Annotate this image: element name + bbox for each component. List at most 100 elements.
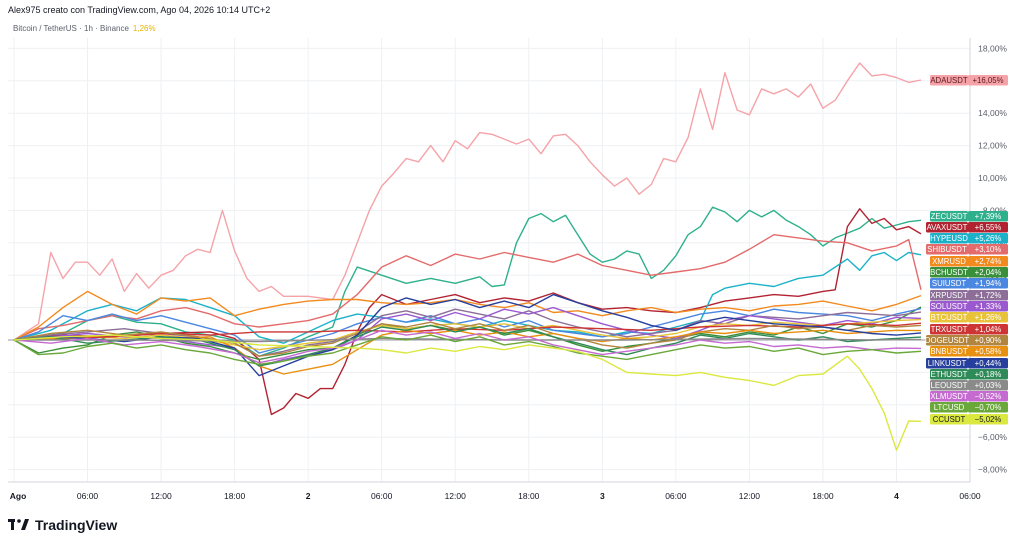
series-name-badge: [930, 233, 968, 244]
chart-header: Alex975 creato con TradingView.com, Ago …: [8, 5, 271, 15]
series-name-label: LINKUSDT: [928, 359, 967, 368]
y-tick-label: 10,00%: [978, 173, 1007, 183]
series-line-ccusdt: [13, 334, 922, 451]
series-value-badge: [968, 312, 1008, 323]
series-value-badge: [968, 414, 1008, 425]
x-tick-label: 12:00: [445, 491, 467, 501]
x-tick-label: 18:00: [518, 491, 540, 501]
series-value-label: +1,33%: [975, 302, 1002, 311]
series-lines: [13, 62, 922, 451]
series-name-label: ADAUSDT: [930, 76, 967, 85]
series-value-badge: [968, 290, 1008, 301]
series-value-badge: [968, 256, 1008, 267]
symbol-name: Bitcoin / TetherUS · 1h · Binance: [13, 24, 129, 33]
series-value-badge: [968, 346, 1008, 357]
series-value-label: +2,04%: [975, 268, 1002, 277]
series-value-label: +1,72%: [975, 291, 1002, 300]
series-value-label: +2,74%: [975, 257, 1002, 266]
x-tick-label: Ago: [10, 491, 27, 501]
series-name-badge: [926, 222, 968, 233]
series-name-badge: [930, 380, 968, 391]
series-name-badge: [930, 267, 968, 278]
series-name-label: XMRUSD: [932, 257, 966, 266]
series-value-badge: [968, 380, 1008, 391]
series-value-label: +1,04%: [975, 325, 1002, 334]
series-line-adausdt: [13, 62, 922, 341]
x-tick-label: 2: [306, 491, 311, 501]
series-line-linkusdt: [13, 293, 922, 377]
series-name-label: CCUSDT: [933, 415, 966, 424]
series-value-badge: [968, 222, 1008, 233]
x-tick-label: 06:00: [959, 491, 981, 501]
series-name-badge: [930, 324, 968, 335]
series-name-badge: [926, 358, 968, 369]
series-value-badge: [968, 233, 1008, 244]
x-tick-label: 12:00: [739, 491, 761, 501]
series-value-label: +0,03%: [975, 381, 1002, 390]
series-name-badge: [930, 369, 968, 380]
x-tick-label: 18:00: [812, 491, 834, 501]
series-value-label: +1,26%: [975, 313, 1002, 322]
series-value-badge: [968, 278, 1008, 289]
series-line-shibusdt: [13, 234, 922, 341]
series-value-label: +16,05%: [973, 76, 1004, 85]
x-tick-label: 18:00: [224, 491, 246, 501]
series-value-badge: [968, 211, 1008, 222]
series-name-label: LEOUSDT: [931, 381, 968, 390]
series-name-label: SOLUSDT: [931, 302, 968, 311]
series-value-badge: [968, 324, 1008, 335]
series-name-badge: [926, 244, 968, 255]
series-name-label: DOGEUSDT: [925, 336, 969, 345]
series-value-label: +5,26%: [975, 234, 1002, 243]
tradingview-logo[interactable]: TradingView: [8, 517, 117, 533]
series-name-label: LTCUSD: [934, 403, 965, 412]
series-name-label: XLMUSDT: [930, 392, 967, 401]
series-value-badge: [968, 75, 1008, 86]
series-name-label: ZECUSDT: [931, 212, 968, 221]
series-value-label: −0,52%: [975, 392, 1002, 401]
series-name-badge: [930, 290, 968, 301]
series-value-badge: [968, 301, 1008, 312]
series-value-label: +1,94%: [975, 279, 1002, 288]
tradingview-logo-icon: [8, 519, 29, 530]
y-tick-label: −8,00%: [978, 465, 1008, 475]
symbol-info: Bitcoin / TetherUS · 1h · Binance 1,26%: [13, 24, 156, 33]
series-value-badge: [968, 244, 1008, 255]
y-tick-label: 14,00%: [978, 108, 1007, 118]
x-tick-label: 06:00: [665, 491, 687, 501]
series-name-badge: [930, 256, 968, 267]
series-value-label: −5,02%: [975, 415, 1002, 424]
series-line-xmrusd: [13, 290, 922, 341]
series-value-badge: [968, 402, 1008, 413]
chart-area[interactable]: 18,00%16,00%14,00%12,00%10,00%8,00%6,00%…: [0, 0, 1024, 510]
series-name-label: ETHUSDT: [931, 370, 968, 379]
series-line-avaxusdt: [13, 208, 922, 416]
series-name-badge: [930, 391, 968, 402]
grid: [8, 38, 971, 482]
series-value-label: +3,10%: [975, 245, 1002, 254]
series-value-badge: [968, 335, 1008, 346]
logo-text: TradingView: [35, 517, 118, 533]
series-line-ethusdt: [13, 324, 922, 367]
series-value-label: +0,44%: [975, 359, 1002, 368]
series-name-badge: [930, 278, 968, 289]
y-tick-label: −6,00%: [978, 432, 1008, 442]
series-value-badge: [968, 267, 1008, 278]
series-name-badge: [930, 75, 968, 86]
series-name-label: SUIUSDT: [932, 279, 966, 288]
symbol-change: 1,26%: [132, 24, 156, 33]
series-name-label: SHIBUSDT: [927, 245, 967, 254]
series-name-label: BTCUSDT: [931, 313, 968, 322]
plot-background: [8, 38, 970, 482]
series-name-label: HYPEUSD: [930, 234, 968, 243]
series-value-label: +7,39%: [975, 212, 1002, 221]
series-line-xlmusdt: [13, 329, 922, 364]
series-name-badge: [930, 414, 968, 425]
series-line-suiusdt: [13, 307, 922, 354]
series-name-badge: [930, 346, 968, 357]
y-tick-label: 12,00%: [978, 141, 1007, 151]
series-name-label: BCHUSDT: [930, 268, 968, 277]
series-value-label: −0,70%: [975, 403, 1002, 412]
series-name-badge: [930, 211, 968, 222]
series-value-label: +0,18%: [975, 370, 1002, 379]
